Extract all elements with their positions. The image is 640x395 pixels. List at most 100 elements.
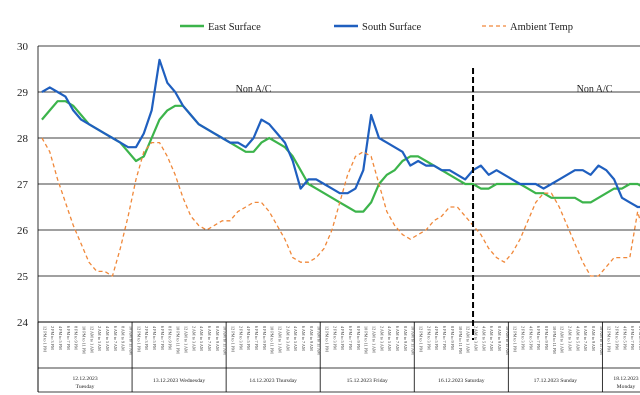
hour-tick-label: 4 AM to 5 AM xyxy=(387,326,392,351)
hour-tick-label: 10 AM to 11 AM xyxy=(599,326,604,355)
hour-tick-label: 10 AM to 11 AM xyxy=(505,326,510,355)
hour-tick-label: 6 AM to 7 AM xyxy=(301,326,306,351)
hour-tick-label: 8 PM to 9 PM xyxy=(262,326,267,350)
hour-tick-label: 12 PM to 1 PM xyxy=(230,326,235,352)
y-tick-label: 28 xyxy=(17,133,29,145)
hour-tick-label: 8 PM to 9 PM xyxy=(74,326,79,350)
gridlines xyxy=(37,45,640,392)
series-line-east-surface xyxy=(41,100,640,213)
hour-tick-label: 2 AM to 3 AM xyxy=(191,326,196,351)
hour-tick-label: 6 AM to 7 AM xyxy=(583,326,588,351)
hour-tick-label: 10 PM to 11 PM xyxy=(82,326,87,354)
hour-tick-label: 2 AM to 3 AM xyxy=(97,326,102,351)
hour-tick-label: 4 PM to 5 PM xyxy=(246,326,251,350)
hour-tick-label: 8 AM to 9 AM xyxy=(403,326,408,351)
series-line-ambient-temp xyxy=(41,137,640,277)
hour-tick-label: 12 PM to 1 PM xyxy=(513,326,518,352)
hour-tick-label: 4 AM to 5 AM xyxy=(105,326,110,351)
y-tick-label: 24 xyxy=(17,317,29,329)
hour-tick-label: 2 AM to 3 AM xyxy=(473,326,478,351)
hour-tick-label: 10 AM to 11 AM xyxy=(129,326,134,355)
hour-tick-label: 4 PM to 5 PM xyxy=(58,326,63,350)
hour-tick-label: 4 PM to 5 PM xyxy=(152,326,157,350)
hour-tick-label: 8 PM to 9 PM xyxy=(450,326,455,350)
hour-tick-label: 10 AM to 11 AM xyxy=(411,326,416,355)
hour-tick-label: 12 PM to 1 PM xyxy=(607,326,612,352)
hour-tick-label: 8 AM to 9 AM xyxy=(215,326,220,351)
hour-tick-label: 4 AM to 5 AM xyxy=(199,326,204,351)
day-label: 13.12.2023 Wednesday xyxy=(153,378,205,384)
hour-tick-label: 8 PM to 9 PM xyxy=(356,326,361,350)
hour-tick-label: 12 AM to 1 AM xyxy=(372,326,377,353)
annotations: Non A/C Non A/C xyxy=(236,84,613,95)
hour-tick-label: 8 AM to 9 AM xyxy=(591,326,596,351)
period-dividers xyxy=(472,68,475,340)
hour-tick-label: 8 AM to 9 AM xyxy=(497,326,502,351)
y-tick-label: 29 xyxy=(17,87,29,99)
hour-tick-label: 12 AM to 1 AM xyxy=(277,326,282,353)
hour-tick-label: 2 PM to 3 PM xyxy=(144,326,149,350)
legend-entry-ambient-temp: Ambient Temp xyxy=(482,22,573,33)
hour-tick-label: 10 PM to 11 PM xyxy=(458,326,463,354)
hour-tick-label: 10 AM to 11 AM xyxy=(223,326,228,355)
hour-tick-label: 4 AM to 5 AM xyxy=(481,326,486,351)
day-label: 17.12.2023 Sunday xyxy=(534,378,578,384)
hour-tick-label: 4 AM to 5 AM xyxy=(575,326,580,351)
hour-tick-label: 12 AM to 1 AM xyxy=(560,326,565,353)
hour-tick-label: 12 PM to 1 PM xyxy=(42,326,47,352)
hour-tick-label: 2 AM to 3 AM xyxy=(568,326,573,351)
hour-tick-label: 6 PM to 7 PM xyxy=(348,326,353,350)
hour-tick-label: 2 PM to 3 PM xyxy=(50,326,55,350)
legend-entry-south-surface: South Surface xyxy=(334,22,422,33)
hour-tick-label: 2 PM to 3 PM xyxy=(332,326,337,350)
y-axis-tick-labels: 24 25 26 27 28 29 30 xyxy=(17,41,29,329)
hour-tick-label: 4 PM to 5 PM xyxy=(434,326,439,350)
hour-tick-label: 2 AM to 3 AM xyxy=(379,326,384,351)
hour-tick-label: 6 AM to 7 AM xyxy=(207,326,212,351)
hour-tick-label: 2 PM to 3 PM xyxy=(520,326,525,350)
annotation-non-ac: Non A/C xyxy=(577,84,613,95)
hour-tick-label: 10 AM to 11 AM xyxy=(317,326,322,355)
hour-tick-label: 8 PM to 9 PM xyxy=(168,326,173,350)
day-label: 15.12.2023 Friday xyxy=(347,378,388,384)
hour-tick-label: 6 PM to 7 PM xyxy=(160,326,165,350)
day-weekday-label: Monday xyxy=(617,384,636,390)
hour-tick-label: 10 PM to 11 PM xyxy=(552,326,557,354)
hour-tick-label: 12 AM to 1 AM xyxy=(466,326,471,353)
hour-tick-label: 8 PM to 9 PM xyxy=(638,326,640,350)
legend: East Surface South Surface Ambient Temp xyxy=(180,22,573,33)
hour-tick-label: 10 PM to 11 PM xyxy=(176,326,181,354)
hour-tick-label: 2 PM to 3 PM xyxy=(615,326,620,350)
hour-tick-label: 6 PM to 7 PM xyxy=(536,326,541,350)
hour-tick-label: 10 PM to 11 PM xyxy=(270,326,275,354)
hour-tick-label: 12 AM to 1 AM xyxy=(89,326,94,353)
hour-tick-label: 6 PM to 7 PM xyxy=(630,326,635,350)
hour-tick-label: 4 AM to 5 AM xyxy=(293,326,298,351)
x-axis-category-table: 12 PM to 1 PM 2 PM to 3 PM 4 PM to 5 PM 6 P… xyxy=(37,322,640,393)
legend-label: Ambient Temp xyxy=(510,22,573,33)
hour-tick-label: 2 PM to 3 PM xyxy=(238,326,243,350)
hour-tick-label: 6 PM to 7 PM xyxy=(254,326,259,350)
day-label: 12.12.2023 xyxy=(72,376,97,382)
series-line-south-surface xyxy=(41,58,640,209)
hour-tick-label: 4 PM to 5 PM xyxy=(528,326,533,350)
hour-tick-label: 12 PM to 1 PM xyxy=(136,326,141,352)
y-tick-label: 25 xyxy=(17,271,29,283)
annotation-non-ac: Non A/C xyxy=(236,84,272,95)
hour-tick-label: 6 PM to 7 PM xyxy=(66,326,71,350)
hour-tick-label: 8 AM to 9 AM xyxy=(121,326,126,351)
hour-tick-label: 6 AM to 7 AM xyxy=(489,326,494,351)
hour-tick-label: 6 AM to 7 AM xyxy=(113,326,118,351)
y-tick-label: 30 xyxy=(17,41,29,53)
hour-tick-label: 2 PM to 3 PM xyxy=(426,326,431,350)
hour-tick-label: 2 AM to 3 AM xyxy=(285,326,290,351)
day-weekday-label: Tuesday xyxy=(76,384,95,390)
hour-tick-label: 6 PM to 7 PM xyxy=(442,326,447,350)
y-tick-label: 26 xyxy=(17,225,29,237)
series-lines xyxy=(41,58,640,277)
hour-tick-label: 8 PM to 9 PM xyxy=(544,326,549,350)
day-label: 14.12.2023 Thursday xyxy=(249,378,297,384)
hour-tick-label: 12 PM to 1 PM xyxy=(325,326,330,352)
day-label: 18.12.2023 xyxy=(613,376,638,382)
